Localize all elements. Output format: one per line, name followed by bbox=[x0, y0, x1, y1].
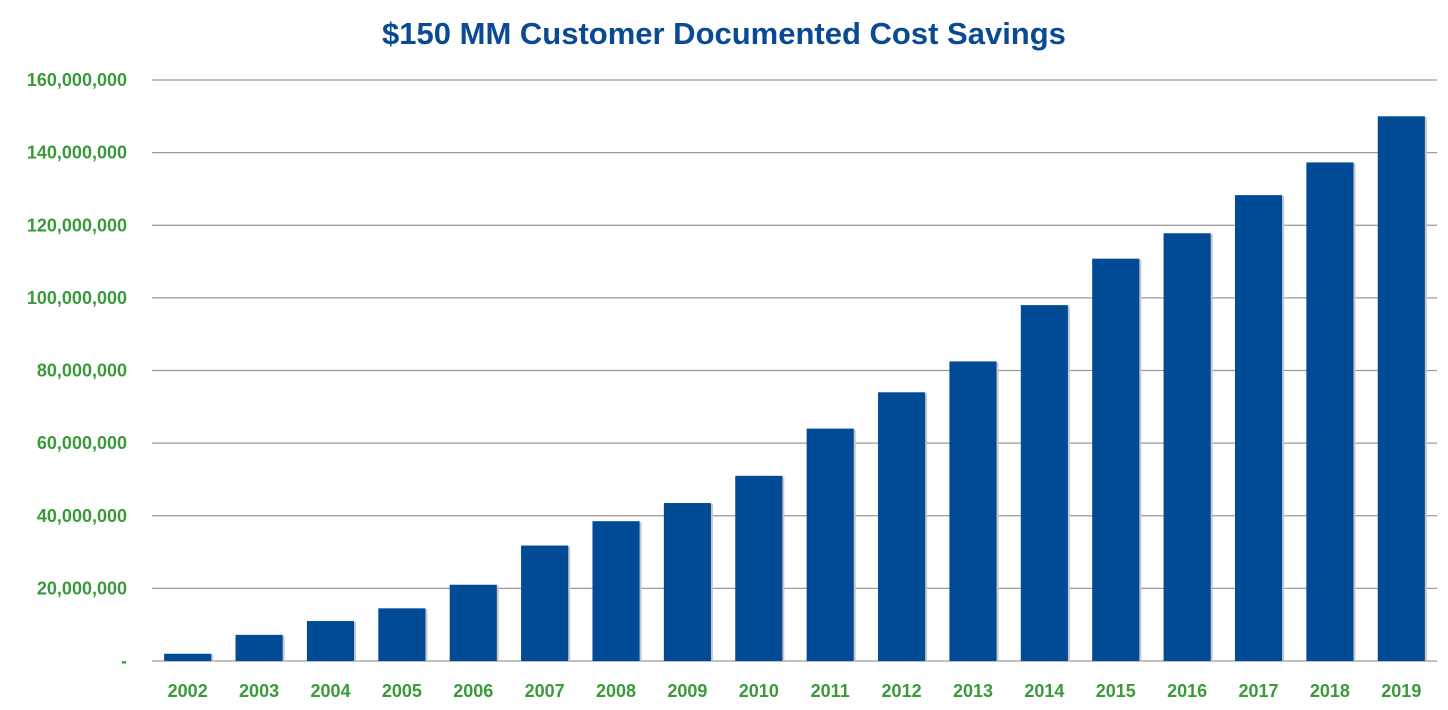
bar-2009 bbox=[663, 503, 711, 661]
bar-2013 bbox=[949, 361, 997, 661]
bar-2018 bbox=[1306, 162, 1354, 661]
bar-2015 bbox=[1092, 258, 1140, 661]
bar-2017 bbox=[1234, 195, 1283, 661]
bar-2014 bbox=[1020, 305, 1068, 661]
x-tick-label: 2006 bbox=[453, 681, 493, 701]
x-axis-tick-labels: 2002 2003 2004 2005 2006 2007 2008 2009 2010 2011… bbox=[168, 681, 1422, 701]
x-tick-label: 2008 bbox=[596, 681, 636, 701]
y-axis-tick-labels: - 20,000,000 40,000,000 60,000,000 80,000,00… bbox=[27, 70, 127, 671]
bars bbox=[164, 116, 1427, 661]
chart-title: $150 MM Customer Documented Cost Savings bbox=[382, 16, 1066, 51]
x-tick-label: 2013 bbox=[953, 681, 993, 701]
x-tick-label: 2003 bbox=[239, 681, 279, 701]
x-tick-label: 2002 bbox=[168, 681, 208, 701]
bar-2004 bbox=[306, 621, 355, 661]
bar-2019 bbox=[1377, 116, 1425, 661]
x-tick-label: 2004 bbox=[310, 681, 350, 701]
y-tick-label: 20,000,000 bbox=[37, 578, 127, 598]
bar-2011 bbox=[806, 428, 854, 661]
y-tick-label: 140,000,000 bbox=[27, 143, 127, 163]
bar-2008 bbox=[592, 521, 640, 661]
x-tick-label: 2007 bbox=[525, 681, 565, 701]
y-tick-label: 160,000,000 bbox=[27, 70, 127, 90]
bar-2016 bbox=[1163, 233, 1211, 661]
gridlines bbox=[152, 79, 1437, 662]
y-tick-label: 80,000,000 bbox=[37, 361, 127, 381]
bar-2010 bbox=[735, 475, 783, 661]
x-tick-label: 2011 bbox=[811, 681, 850, 701]
x-tick-label: 2009 bbox=[667, 681, 707, 701]
bar-2005 bbox=[378, 608, 426, 661]
x-tick-label: 2005 bbox=[382, 681, 422, 701]
y-tick-label: 40,000,000 bbox=[37, 506, 127, 526]
x-tick-label: 2015 bbox=[1096, 681, 1136, 701]
bar-2003 bbox=[235, 634, 283, 661]
y-tick-label: 100,000,000 bbox=[27, 288, 127, 308]
x-tick-label: 2010 bbox=[739, 681, 779, 701]
x-tick-label: 2012 bbox=[882, 681, 922, 701]
y-tick-label: - bbox=[121, 651, 127, 671]
x-tick-label: 2017 bbox=[1239, 681, 1279, 701]
bar-2012 bbox=[878, 392, 926, 661]
x-tick-label: 2018 bbox=[1310, 681, 1350, 701]
bar-2002 bbox=[164, 653, 212, 661]
bar-2006 bbox=[449, 584, 497, 661]
x-tick-label: 2014 bbox=[1024, 681, 1064, 701]
x-tick-label: 2016 bbox=[1167, 681, 1207, 701]
bar-2007 bbox=[521, 545, 569, 661]
x-tick-label: 2019 bbox=[1381, 681, 1421, 701]
y-tick-label: 120,000,000 bbox=[27, 215, 127, 235]
y-tick-label: 60,000,000 bbox=[37, 433, 127, 453]
